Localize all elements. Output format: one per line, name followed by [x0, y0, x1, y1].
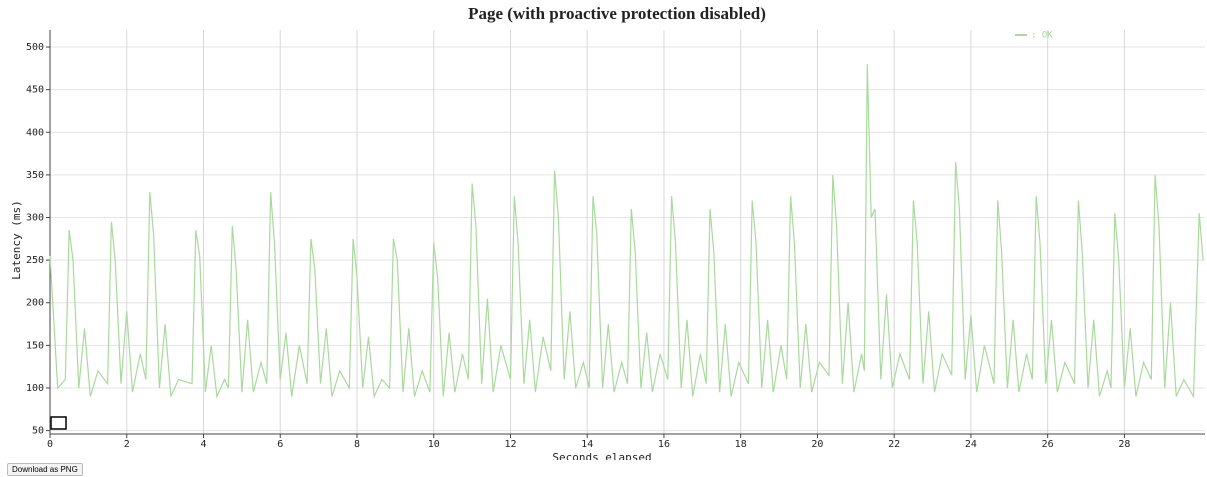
y-tick-label: 350: [26, 170, 44, 181]
y-tick-label: 450: [26, 85, 44, 96]
x-tick-label: 28: [1118, 439, 1130, 450]
x-tick-label: 14: [581, 439, 593, 450]
x-tick-label: 4: [200, 439, 206, 450]
x-tick-label: 2: [124, 439, 130, 450]
x-tick-label: 10: [428, 439, 440, 450]
y-tick-label: 400: [26, 127, 44, 138]
x-tick-label: 22: [888, 439, 900, 450]
download-button[interactable]: Download as PNG: [7, 463, 83, 476]
chart-title: Page (with proactive protection disabled…: [468, 4, 766, 23]
x-tick-label: 0: [47, 439, 53, 450]
x-tick-label: 18: [735, 439, 747, 450]
x-tick-label: 6: [277, 439, 283, 450]
y-axis-label: Latency (ms): [10, 200, 23, 279]
chart: Page (with proactive protection disabled…: [10, 4, 1205, 460]
x-tick-label: 8: [354, 439, 360, 450]
x-tick-label: 26: [1042, 439, 1054, 450]
y-tick-label: 200: [26, 298, 44, 309]
x-tick-label: 12: [504, 439, 516, 450]
legend-label: : OK: [1031, 31, 1053, 41]
x-tick-label: 16: [658, 439, 670, 450]
x-axis-label: Seconds elapsed: [552, 451, 651, 460]
y-tick-label: 100: [26, 383, 44, 394]
y-tick-label: 300: [26, 213, 44, 224]
y-tick-label: 500: [26, 42, 44, 53]
y-tick-label: 150: [26, 340, 44, 351]
y-tick-label: 250: [26, 255, 44, 266]
x-tick-label: 24: [965, 439, 977, 450]
y-tick-label: 50: [32, 426, 44, 437]
zoom-box: [50, 416, 67, 430]
data-line: [49, 64, 1204, 399]
x-tick-label: 20: [811, 439, 823, 450]
